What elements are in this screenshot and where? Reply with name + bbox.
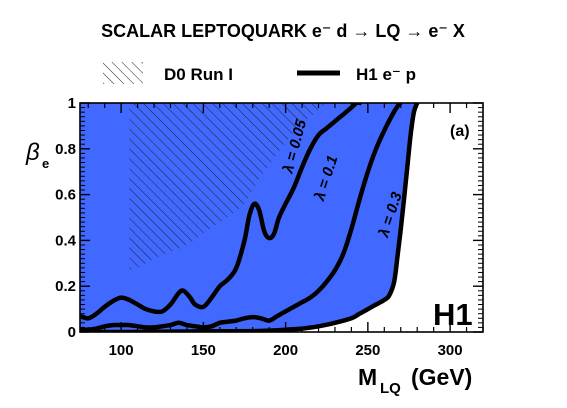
x-axis-label: M LQ (GeV) <box>358 364 472 397</box>
y-tick-label: 0.6 <box>55 187 76 204</box>
limit-curve--005 <box>80 103 362 321</box>
y-tick-label: 1 <box>68 95 76 112</box>
legend: D0 Run I H1 e⁻ p <box>103 62 416 84</box>
axes: 100 150 200 250 300 0 0.2 0.4 0.6 0.8 1 <box>55 95 484 359</box>
y-tick-label: 0 <box>68 324 76 341</box>
plot-area <box>80 103 418 332</box>
svg-text:M: M <box>358 364 377 390</box>
h1-watermark: H1 <box>433 297 473 332</box>
svg-text:(GeV): (GeV) <box>411 364 472 390</box>
legend-label-d0-run-i: D0 Run I <box>164 65 233 84</box>
y-tick-label: 0.8 <box>55 141 76 158</box>
x-tick-label: 100 <box>109 342 134 359</box>
region-d0-run-i <box>129 103 327 271</box>
svg-text:e: e <box>42 156 49 171</box>
svg-text:LQ: LQ <box>380 380 401 397</box>
panel-label: (a) <box>450 123 470 140</box>
y-tick-label: 0.2 <box>55 278 76 295</box>
y-tick-label: 0.4 <box>55 232 77 249</box>
x-tick-label: 300 <box>438 342 463 359</box>
svg-text:β: β <box>25 139 40 166</box>
x-tick-label: 250 <box>355 342 380 359</box>
legend-swatch-d0-run-i <box>103 62 143 84</box>
limit-curve--01 <box>80 103 403 332</box>
x-tick-label: 150 <box>191 342 216 359</box>
x-tick-label: 200 <box>273 342 298 359</box>
y-axis-label: β e <box>25 139 49 171</box>
legend-label-h1: H1 e⁻ p <box>356 65 416 84</box>
chart-title: SCALAR LEPTOQUARK e⁻ d → LQ → e⁻ X <box>101 21 465 41</box>
